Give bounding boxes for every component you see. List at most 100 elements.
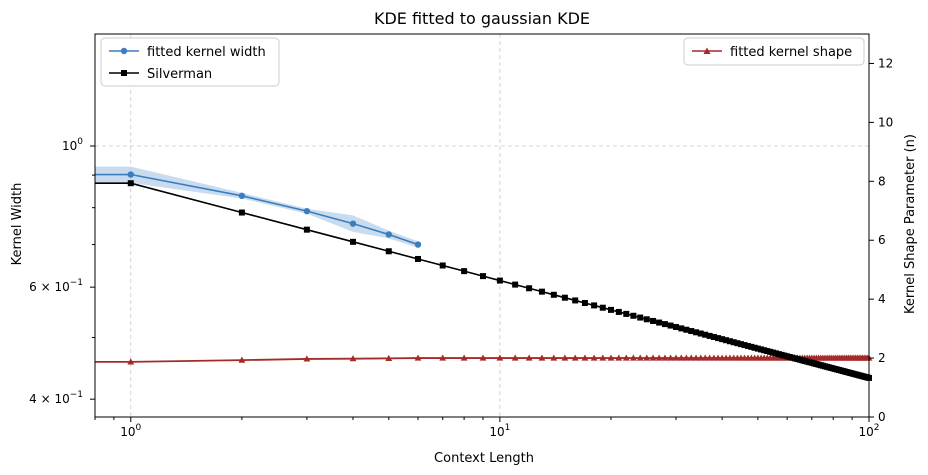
silverman-marker: [572, 297, 579, 304]
y2-tick-label: 4: [878, 292, 886, 306]
kernel-shape-marker: [622, 354, 630, 361]
y2-tick-label: 6: [878, 233, 886, 247]
kernel-shape-marker: [349, 355, 357, 362]
kernel-shape-marker: [439, 354, 447, 361]
silverman-marker: [439, 262, 446, 269]
fitted-width-marker: [385, 231, 392, 238]
silverman-marker: [710, 334, 717, 341]
kernel-shape-marker: [643, 354, 651, 361]
legend-marker-kernel-shape: [703, 47, 711, 54]
silverman-marker: [385, 248, 392, 255]
kernel-shape-marker: [697, 354, 705, 361]
silverman-marker: [303, 226, 310, 233]
kernel-shape-marker: [672, 354, 680, 361]
silverman-marker: [667, 322, 674, 329]
silverman-marker: [672, 324, 679, 331]
kernel-shape-marker: [615, 354, 623, 361]
legend-marker-fitted-width: [120, 47, 128, 55]
silverman-marker: [630, 312, 637, 319]
silverman-marker: [599, 304, 606, 311]
kernel-shape-marker: [414, 354, 422, 361]
silverman-marker: [550, 291, 557, 298]
kernel-shape-marker: [460, 354, 468, 361]
kernel-shape-marker: [667, 354, 674, 361]
kernel-shape-marker: [701, 354, 709, 361]
y2-tick-label: 2: [878, 351, 886, 365]
y2-tick-label: 8: [878, 174, 886, 188]
kernel-shape-marker: [692, 354, 700, 361]
silverman-marker: [758, 346, 765, 353]
kernel-shape-marker: [511, 354, 519, 361]
kernel-shape-marker: [636, 354, 644, 361]
silverman-marker: [748, 343, 755, 350]
silverman-marker: [350, 238, 356, 245]
silverman-marker: [623, 310, 630, 317]
silverman-marker: [730, 339, 737, 346]
silverman-marker: [479, 273, 486, 280]
silverman-marker: [715, 335, 722, 342]
legend-left-box: [100, 37, 280, 87]
silverman-marker: [656, 319, 663, 326]
fitted-width-marker: [127, 171, 134, 178]
legend-left: fitted kernel width Silverman: [100, 37, 280, 87]
legend-label-fitted-width: fitted kernel width: [147, 45, 266, 60]
silverman-marker: [414, 255, 421, 262]
y-tick-label: 6 × 10−1: [29, 278, 83, 294]
kernel-shape-marker: [561, 354, 569, 361]
legend-right: fitted kernel shape: [683, 37, 865, 66]
silverman-marker: [741, 342, 748, 349]
kernel-shape-marker: [303, 355, 311, 362]
x-tick-label: 102: [858, 423, 879, 439]
kernel-shape-marker: [590, 354, 598, 361]
legend-label-silverman: Silverman: [147, 67, 212, 82]
silverman-marker: [761, 347, 768, 354]
silverman-marker: [693, 329, 700, 336]
x-tick-label: 101: [489, 423, 510, 439]
kernel-shape-marker: [550, 354, 558, 361]
silverman-marker: [697, 330, 704, 337]
kernel-shape-marker: [661, 354, 669, 361]
kernel-shape-marker: [496, 354, 504, 361]
fitted-width-band: [95, 166, 418, 248]
fitted-width-marker: [238, 192, 246, 200]
silverman-marker: [127, 180, 134, 187]
y-tick-label: 4 × 10−1: [29, 390, 83, 406]
silverman-marker: [637, 314, 644, 321]
silverman-marker: [683, 326, 690, 333]
kernel-shape-marker: [479, 354, 487, 361]
silverman-marker: [744, 342, 751, 349]
silverman-marker: [591, 302, 598, 309]
kernel-shape-marker: [581, 354, 589, 361]
silverman-marker: [561, 294, 568, 301]
kernel-shape-marker: [706, 354, 714, 361]
kernel-shape-marker: [385, 354, 393, 361]
kernel-shape-marker: [525, 354, 533, 361]
kernel-shape-marker: [238, 356, 246, 363]
x-tick-label: 100: [120, 423, 141, 439]
y-axis-label: Kernel Width: [10, 183, 25, 266]
kernel-shape-marker: [682, 354, 690, 361]
silverman-marker: [615, 308, 622, 315]
silverman-marker: [526, 285, 533, 292]
fitted-width-marker: [414, 241, 422, 248]
silverman-marker: [608, 306, 614, 313]
series-layer: [95, 171, 873, 381]
y2-tick-label: 0: [878, 410, 886, 424]
kernel-shape-marker: [607, 354, 615, 361]
y2-tick-label: 12: [878, 56, 893, 70]
kernel-shape-marker: [649, 354, 657, 361]
kernel-shape-marker: [571, 354, 579, 361]
y2-axis-label: Kernel Shape Parameter (n): [903, 134, 918, 314]
silverman-marker: [737, 341, 744, 348]
silverman-marker: [702, 331, 709, 338]
kernel-shape-marker: [630, 354, 637, 361]
fitted-width-marker: [303, 207, 311, 215]
silverman-marker: [754, 345, 761, 352]
kernel-shape-marker: [599, 354, 607, 361]
legend-label-kernel-shape: fitted kernel shape: [730, 45, 852, 60]
kernel-shape-marker: [655, 354, 663, 361]
legend-right-box: [683, 37, 865, 66]
confidence-band: [95, 166, 418, 248]
silverman-marker: [650, 317, 657, 324]
